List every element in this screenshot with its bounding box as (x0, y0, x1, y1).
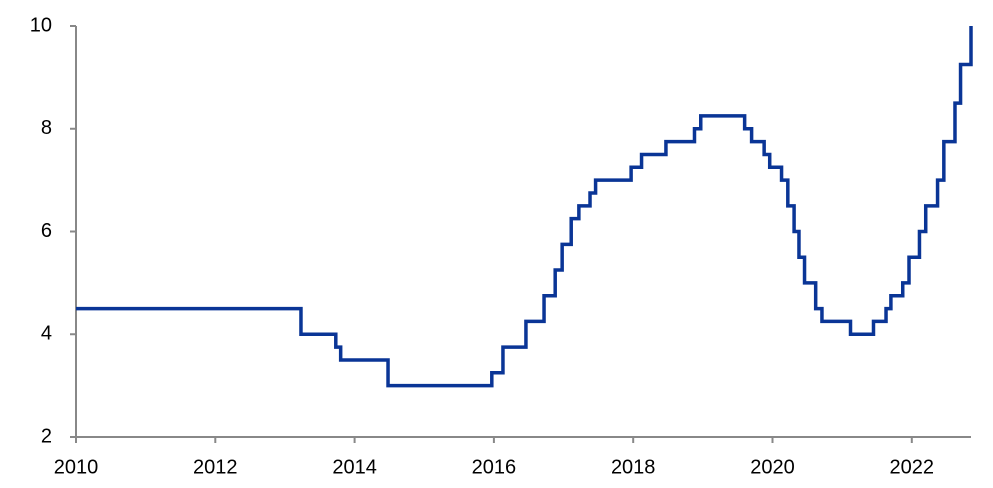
x-tick-label: 2018 (611, 456, 656, 478)
y-tick-label: 4 (41, 323, 52, 345)
y-tick-label: 10 (30, 14, 52, 36)
x-tick-label: 2014 (332, 456, 377, 478)
x-tick-label: 2020 (750, 456, 795, 478)
x-tick-label: 2022 (890, 456, 935, 478)
y-tick-label: 8 (41, 117, 52, 139)
x-tick-label: 2010 (54, 456, 99, 478)
y-tick-label: 6 (41, 220, 52, 242)
x-tick-label: 2012 (193, 456, 238, 478)
line (76, 26, 973, 388)
y-tick-label: 2 (41, 425, 52, 447)
x-tick-label: 2016 (472, 456, 517, 478)
